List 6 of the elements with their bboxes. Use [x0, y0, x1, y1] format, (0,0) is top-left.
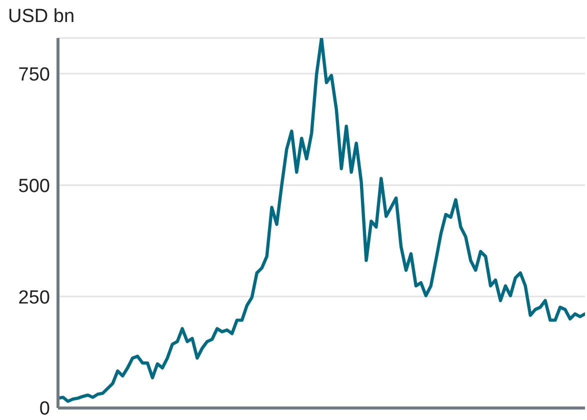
y-axis-title: USD bn: [8, 6, 75, 28]
y-tick-label: 0: [39, 398, 50, 420]
y-tick-label: 250: [18, 287, 50, 308]
y-tick-label: 500: [18, 176, 50, 197]
y-tick-label: 750: [18, 64, 50, 86]
line-series: [58, 38, 585, 403]
